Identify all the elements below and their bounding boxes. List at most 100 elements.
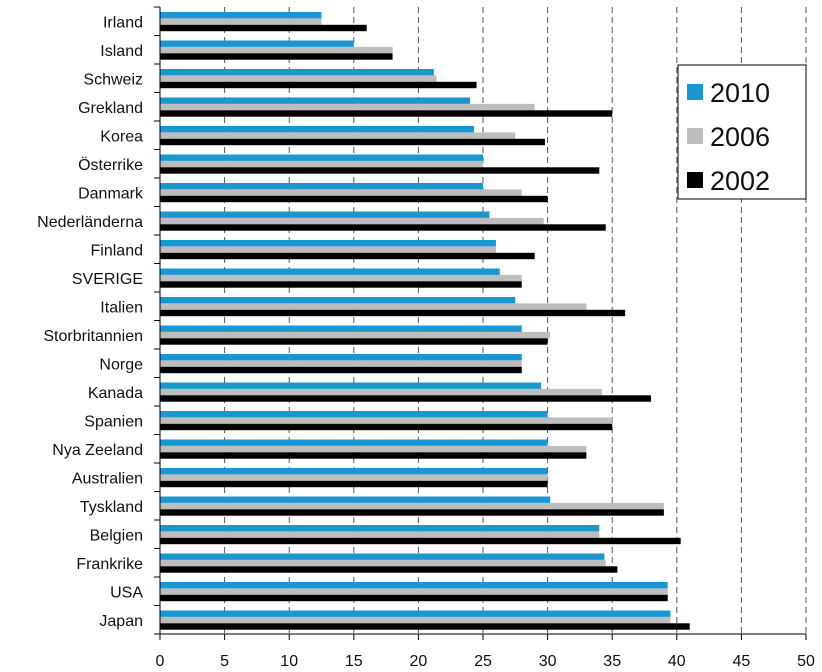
x-tick-label: 30 <box>539 653 557 670</box>
bar-2002-9 <box>160 281 522 288</box>
bar-2006-8 <box>160 246 496 253</box>
bar-2006-2 <box>160 75 437 82</box>
bar-2002-13 <box>160 395 651 402</box>
bar-2002-18 <box>160 537 681 545</box>
legend-label-2010: 2010 <box>710 78 770 108</box>
bar-2002-19 <box>160 566 618 573</box>
x-tick-label: 25 <box>474 653 492 670</box>
bar-2006-16 <box>160 474 548 481</box>
category-label: Kanada <box>88 385 143 402</box>
bar-2002-1 <box>160 53 393 60</box>
bar-2010-2 <box>160 69 434 76</box>
bar-2002-3 <box>160 110 613 117</box>
category-label: Italien <box>100 299 143 316</box>
bar-2010-0 <box>160 12 322 19</box>
bar-2006-1 <box>160 46 393 54</box>
bar-2006-19 <box>160 559 606 567</box>
bar-2002-0 <box>160 24 367 32</box>
bar-2010-14 <box>160 411 548 418</box>
x-tick-labels: 0 5 10 15 20 25 30 35 40 45 50 <box>156 653 815 670</box>
bar-2002-5 <box>160 167 600 174</box>
bar-2006-17 <box>160 502 664 510</box>
bar-2002-20 <box>160 594 668 602</box>
bar-2002-16 <box>160 480 548 488</box>
bar-2002-8 <box>160 252 535 260</box>
x-tick-label: 20 <box>410 653 428 670</box>
bar-2006-9 <box>160 274 522 282</box>
category-label: Grekland <box>78 100 143 117</box>
category-label: Japan <box>99 613 143 630</box>
bar-2006-20 <box>160 588 668 595</box>
bar-2006-5 <box>160 160 483 168</box>
category-label: Australien <box>72 470 143 487</box>
bar-2010-7 <box>160 211 490 218</box>
legend-swatch-2006 <box>687 128 703 144</box>
bar-2002-4 <box>160 138 546 146</box>
legend-swatch-2002 <box>687 172 703 188</box>
category-label: Korea <box>100 128 143 145</box>
bar-2002-11 <box>160 338 548 345</box>
axes <box>154 6 807 640</box>
bar-2002-14 <box>160 423 613 431</box>
legend: 2010 2006 2002 <box>677 64 807 200</box>
bar-2010-20 <box>160 582 668 589</box>
category-label: USA <box>110 584 143 601</box>
bar-2010-12 <box>160 354 522 361</box>
bar-2002-7 <box>160 224 606 231</box>
category-label: Frankrike <box>76 556 143 573</box>
bar-2010-10 <box>160 297 516 304</box>
bar-2006-4 <box>160 132 516 139</box>
bar-2002-10 <box>160 309 626 317</box>
bar-2002-6 <box>160 195 548 203</box>
x-tick-label: 5 <box>220 653 229 670</box>
bar-2010-18 <box>160 525 600 532</box>
category-label: Norge <box>99 356 143 373</box>
category-label: Island <box>100 43 143 60</box>
bar-2010-8 <box>160 240 496 247</box>
category-label: SVERIGE <box>72 271 143 288</box>
bar-2002-12 <box>160 366 522 374</box>
bar-2006-21 <box>160 616 671 624</box>
category-labels: Irland Island Schweiz Grekland Korea Österrik… <box>37 14 144 630</box>
x-tick-label: 35 <box>603 653 621 670</box>
category-label: Nederländerna <box>37 214 143 231</box>
bar-2010-13 <box>160 382 542 389</box>
category-label: Irland <box>103 14 143 31</box>
legend-label-2002: 2002 <box>710 166 770 196</box>
bar-2010-9 <box>160 268 500 275</box>
x-tick-label: 40 <box>668 653 686 670</box>
category-label: Spanien <box>84 413 143 430</box>
category-label: Österrike <box>78 156 143 174</box>
x-tick-label: 0 <box>156 653 165 670</box>
bar-2006-0 <box>160 18 322 25</box>
bar-2010-11 <box>160 325 522 332</box>
category-label: Storbritannien <box>43 328 143 345</box>
bar-2006-3 <box>160 103 535 111</box>
bar-2006-18 <box>160 531 600 538</box>
bar-2010-1 <box>160 40 354 47</box>
category-label: Belgien <box>90 527 143 544</box>
bar-2006-10 <box>160 303 587 310</box>
category-label: Tyskland <box>80 499 143 516</box>
bar-2006-15 <box>160 445 587 453</box>
x-tick-label: 10 <box>280 653 298 670</box>
category-label: Danmark <box>78 185 144 202</box>
bar-2010-6 <box>160 183 483 190</box>
category-label: Schweiz <box>83 71 143 88</box>
bar-2010-19 <box>160 553 605 560</box>
legend-label-2006: 2006 <box>710 122 770 152</box>
bar-2002-21 <box>160 623 690 630</box>
bar-2010-5 <box>160 154 483 161</box>
bar-2006-11 <box>160 331 551 339</box>
bar-2006-7 <box>160 217 544 225</box>
bar-2010-15 <box>160 439 548 446</box>
bar-2010-16 <box>160 468 548 475</box>
bar-2010-3 <box>160 97 471 104</box>
category-label: Nya Zeeland <box>52 442 143 459</box>
bar-2006-6 <box>160 189 522 196</box>
x-tick-label: 15 <box>345 653 363 670</box>
x-tick-label: 45 <box>733 653 751 670</box>
bar-2010-21 <box>160 610 671 617</box>
bar-2006-13 <box>160 388 602 396</box>
